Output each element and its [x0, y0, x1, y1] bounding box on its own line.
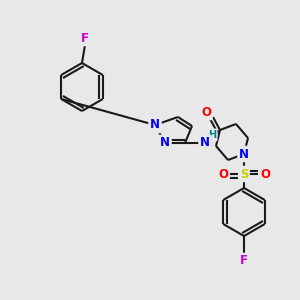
Text: N: N	[160, 136, 170, 149]
Text: O: O	[218, 167, 228, 181]
Text: S: S	[240, 167, 248, 181]
Text: F: F	[240, 254, 248, 268]
Text: N: N	[239, 148, 249, 160]
Text: O: O	[201, 106, 211, 118]
Text: N: N	[200, 136, 210, 149]
Text: H: H	[208, 130, 216, 140]
Text: O: O	[260, 167, 270, 181]
Text: F: F	[81, 32, 89, 44]
Text: N: N	[150, 118, 160, 131]
